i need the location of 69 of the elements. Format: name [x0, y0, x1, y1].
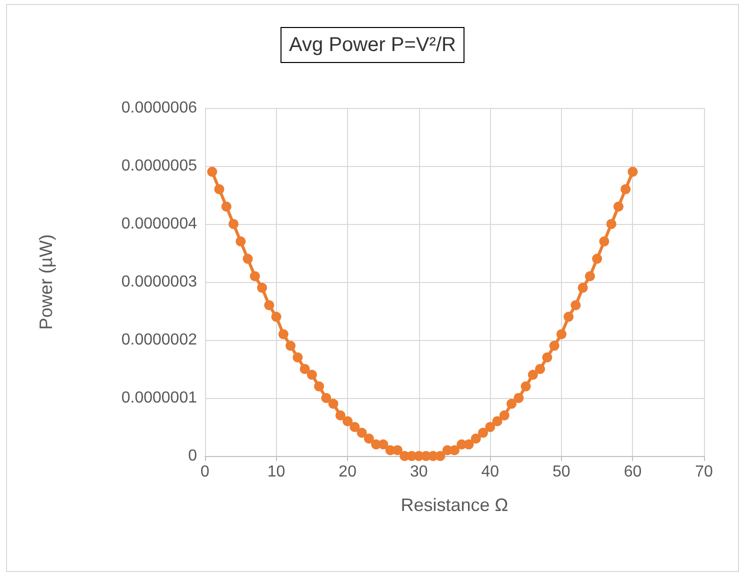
- y-tick-label: 0.0000006: [121, 100, 198, 116]
- point: [236, 236, 246, 246]
- point: [478, 428, 488, 438]
- point: [492, 416, 502, 426]
- point: [364, 434, 374, 444]
- point: [214, 184, 224, 194]
- y-axis-title: Power (µW): [36, 234, 56, 330]
- point: [306, 370, 317, 380]
- point: [292, 352, 303, 362]
- point: [271, 312, 282, 322]
- x-tick-label: 20: [338, 464, 357, 480]
- point: [242, 254, 253, 264]
- point: [378, 439, 388, 450]
- x-tick-label: 30: [410, 464, 428, 480]
- point: [528, 370, 538, 380]
- y-tick-label: 0.0000005: [121, 158, 198, 174]
- x-tick-label: 50: [552, 464, 570, 480]
- point: [250, 271, 260, 282]
- point: [356, 428, 367, 438]
- point: [620, 184, 631, 194]
- y-tick-label: 0.0000001: [121, 390, 198, 406]
- point: [628, 166, 638, 177]
- point: [506, 398, 517, 409]
- x-tick-label: 10: [267, 464, 286, 480]
- point: [342, 416, 353, 426]
- point: [264, 300, 274, 310]
- point: [606, 219, 616, 229]
- point: [520, 381, 531, 392]
- point: [578, 282, 588, 293]
- point: [584, 271, 595, 282]
- point: [257, 282, 268, 293]
- point: [535, 364, 546, 374]
- chart-title: Avg Power P=V²/R: [289, 34, 456, 56]
- point: [464, 439, 474, 450]
- point: [207, 166, 218, 177]
- point: [549, 340, 560, 351]
- point: [592, 254, 602, 264]
- point: [221, 202, 232, 212]
- x-tick-label: 60: [624, 464, 642, 480]
- point: [286, 340, 296, 351]
- point: [613, 202, 624, 212]
- point: [328, 398, 338, 409]
- y-tick-label: 0: [188, 448, 198, 464]
- point: [228, 219, 239, 229]
- x-tick-label: 40: [481, 464, 500, 480]
- y-tick-label: 0.0000003: [121, 274, 198, 290]
- x-axis-title: Resistance Ω: [400, 495, 508, 515]
- y-tick-label: 0.0000004: [121, 216, 198, 232]
- point: [514, 393, 524, 403]
- point: [300, 364, 310, 374]
- point: [570, 300, 581, 310]
- point: [350, 422, 360, 432]
- y-tick-label: 0.0000002: [121, 332, 198, 348]
- point: [314, 381, 324, 392]
- point: [599, 236, 610, 246]
- point: [392, 445, 402, 456]
- point: [278, 329, 288, 340]
- point: [321, 393, 332, 403]
- x-tick-label: 70: [695, 464, 713, 480]
- point: [450, 445, 460, 456]
- point: [485, 422, 496, 432]
- point: [542, 352, 552, 362]
- point: [435, 451, 446, 461]
- point: [564, 312, 574, 322]
- point: [556, 329, 566, 340]
- point: [499, 410, 510, 420]
- x-tick-label: 0: [200, 464, 210, 480]
- point: [335, 410, 346, 420]
- point: [470, 434, 481, 444]
